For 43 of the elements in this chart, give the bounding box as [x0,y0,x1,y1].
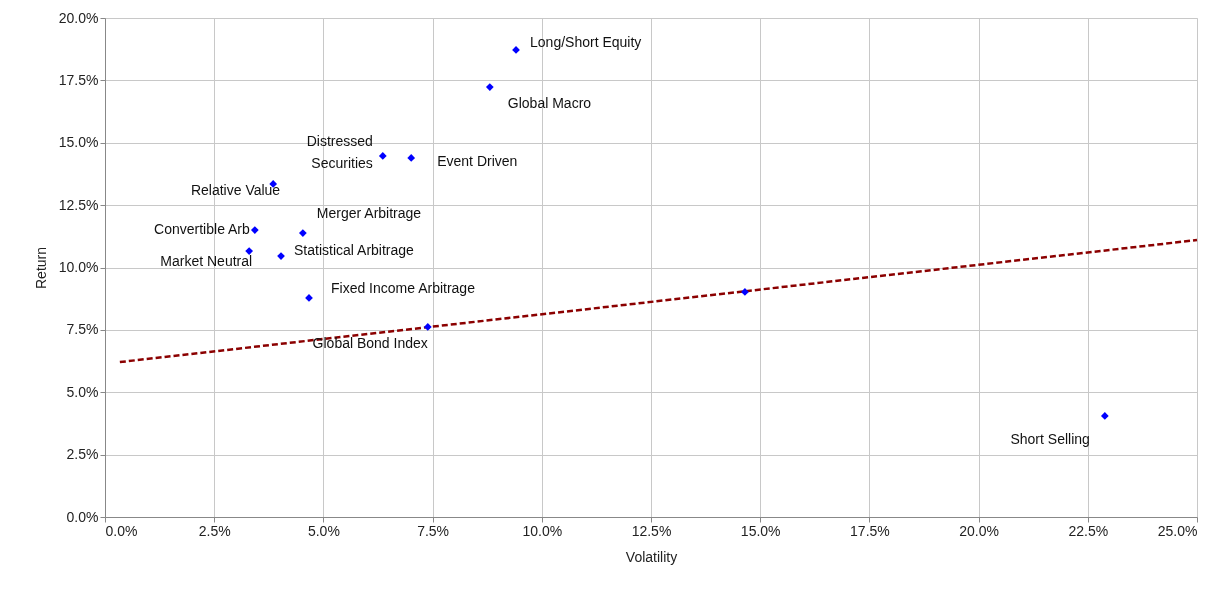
x-axis-title: Volatility [625,548,678,565]
annotation: Relative Value [190,181,281,198]
y-axis-title: Return [32,246,49,290]
y-tick-label: 2.5% [66,446,99,463]
x-tick-label: 2.5% [198,522,231,539]
x-tick-label: 7.5% [417,522,450,539]
annotation: Market Neutral [160,253,253,270]
x-tick-label: 15.0% [740,522,781,539]
y-tick-label: 7.5% [66,321,99,338]
y-tick-label: 20.0% [58,9,99,26]
annotation: Global Macro [507,95,592,112]
x-tick-label: 12.5% [631,522,672,539]
y-tick-label: 0.0% [66,508,99,525]
annotation: Statistical Arbitrage [294,242,415,259]
point [423,323,432,331]
point [485,83,494,91]
y-tick-label: 10.0% [58,259,99,275]
x-tick-label: 17.5% [850,522,890,539]
y-tick-label: 12.5% [58,196,99,213]
x-tick-label: 10.0% [522,522,563,539]
point [245,247,254,255]
x-tick-label: 22.5% [1068,522,1109,539]
point [1100,412,1109,420]
annotation: Fixed Income Arbitrage [330,279,476,296]
y-tick-label: 15.0% [58,134,99,151]
annotation: Long/Short Equity [530,33,642,50]
x-tick-label: 25.0% [1157,522,1198,539]
point [378,152,387,160]
annotation: Merger Arbitrage [316,205,422,222]
point [250,226,259,234]
point [299,229,307,237]
x-tick-label: 20.0% [959,522,999,539]
y-tick-label: 5.0% [66,383,99,400]
y-tick-label: 17.5% [58,71,99,88]
annotation: Distressed Securities [306,132,373,171]
annotation: Short Selling [1010,430,1090,447]
point [741,288,749,296]
annotation: Global Bond Index [312,334,428,351]
x-tick-label: 5.0% [307,522,340,539]
annotation: Convertible Arb [154,221,251,238]
point [407,154,416,162]
annotation: Event Driven [437,152,518,169]
x-tick-label: 0.0% [105,522,138,539]
